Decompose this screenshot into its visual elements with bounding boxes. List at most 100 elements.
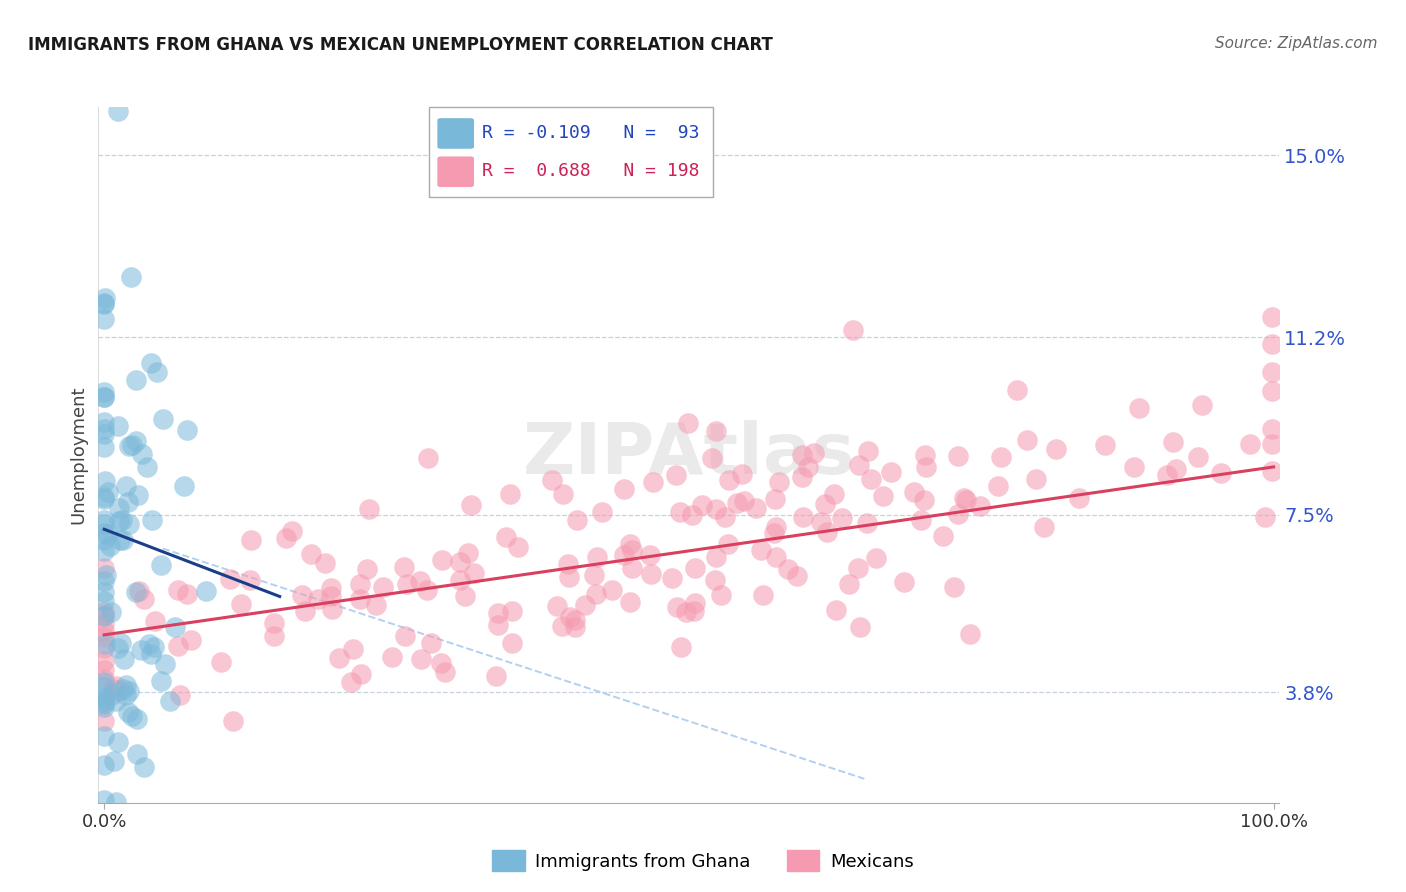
Point <box>93 609 115 624</box>
Point <box>93 561 115 575</box>
Point <box>959 627 981 641</box>
Point <box>366 598 388 612</box>
Point <box>176 587 198 601</box>
Point <box>371 580 394 594</box>
Point <box>564 620 586 634</box>
Point <box>685 596 707 610</box>
Point <box>294 604 316 618</box>
Point <box>661 571 683 585</box>
Point <box>308 592 330 607</box>
Point <box>115 678 138 692</box>
Point <box>93 585 115 599</box>
Point <box>129 643 152 657</box>
Point <box>990 450 1012 464</box>
Point <box>1128 401 1150 416</box>
Point <box>319 589 342 603</box>
Point <box>146 365 169 379</box>
Point <box>93 594 115 608</box>
Point <box>342 642 364 657</box>
Point <box>690 498 713 512</box>
Point <box>932 529 955 543</box>
Point <box>600 582 623 597</box>
Point <box>1161 435 1184 450</box>
Point <box>1261 365 1284 379</box>
Point <box>499 487 522 501</box>
Point <box>823 487 845 501</box>
Point <box>93 607 115 622</box>
Point <box>107 684 129 698</box>
Point <box>463 566 485 580</box>
Point <box>943 580 966 594</box>
Legend: Immigrants from Ghana, Mexicans: Immigrants from Ghana, Mexicans <box>485 843 921 879</box>
Point <box>349 577 371 591</box>
Point <box>263 629 285 643</box>
Point <box>486 618 509 632</box>
Point <box>704 424 727 438</box>
Point <box>299 547 322 561</box>
Point <box>1254 510 1277 524</box>
Point <box>166 639 188 653</box>
Point <box>93 416 115 430</box>
Point <box>683 561 706 575</box>
Point <box>136 459 159 474</box>
Point <box>546 599 568 613</box>
Point <box>124 434 146 448</box>
Point <box>583 567 606 582</box>
Point <box>93 516 115 531</box>
Point <box>394 629 416 643</box>
Point <box>93 624 115 639</box>
Point <box>101 681 124 696</box>
Point <box>731 467 754 481</box>
Point <box>765 520 787 534</box>
Point <box>93 680 115 694</box>
Point <box>893 574 915 589</box>
Point <box>1033 520 1056 534</box>
Point <box>717 537 740 551</box>
Point <box>825 602 848 616</box>
Point <box>169 688 191 702</box>
Point <box>665 467 688 482</box>
Point <box>93 490 115 504</box>
Point <box>710 588 733 602</box>
Point <box>1191 398 1213 412</box>
Point <box>149 558 172 572</box>
Point <box>110 533 132 548</box>
Point <box>93 630 115 644</box>
Point <box>125 373 148 387</box>
Point <box>1067 491 1090 505</box>
Point <box>97 484 120 499</box>
Point <box>1122 460 1144 475</box>
Point <box>856 516 879 530</box>
Point <box>752 588 775 602</box>
Point <box>460 498 482 512</box>
Point <box>93 533 115 547</box>
Point <box>704 574 727 588</box>
Point <box>117 439 139 453</box>
Text: R = -0.109   N =  93: R = -0.109 N = 93 <box>482 124 700 142</box>
Point <box>409 574 432 588</box>
Point <box>485 668 508 682</box>
Point <box>501 604 523 618</box>
Point <box>591 505 613 519</box>
Point <box>416 583 439 598</box>
Point <box>449 574 471 588</box>
Point <box>319 581 342 595</box>
Point <box>104 796 127 810</box>
Point <box>111 682 134 697</box>
Point <box>495 530 517 544</box>
Point <box>93 690 115 705</box>
Point <box>815 524 838 539</box>
Point <box>1015 433 1038 447</box>
Point <box>194 584 217 599</box>
Point <box>93 426 115 441</box>
Point <box>700 450 723 465</box>
Point <box>706 501 728 516</box>
Point <box>792 448 814 462</box>
Point <box>550 619 572 633</box>
Point <box>433 665 456 679</box>
Text: IMMIGRANTS FROM GHANA VS MEXICAN UNEMPLOYMENT CORRELATION CHART: IMMIGRANTS FROM GHANA VS MEXICAN UNEMPLO… <box>28 36 773 54</box>
Point <box>239 533 262 548</box>
Point <box>231 597 253 611</box>
Point <box>620 543 643 558</box>
Point <box>1025 472 1047 486</box>
